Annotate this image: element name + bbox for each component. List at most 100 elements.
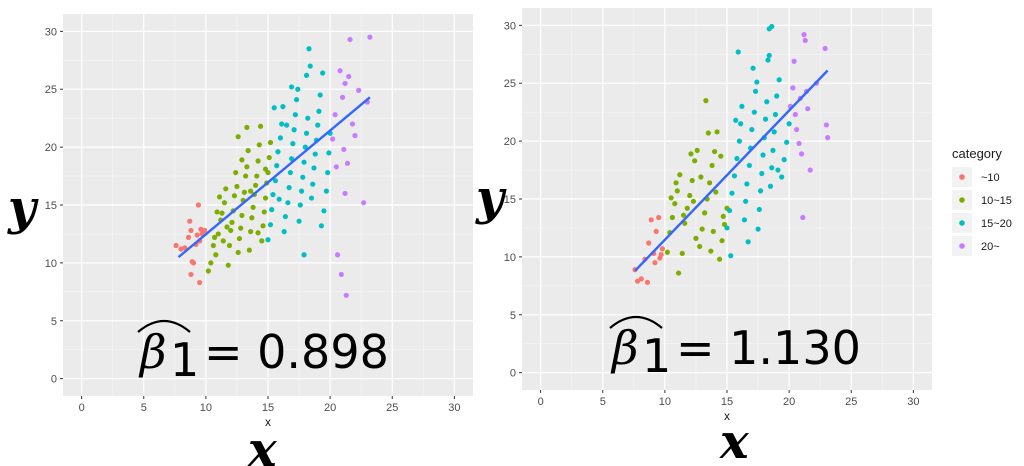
data-point (648, 217, 654, 223)
data-point (326, 150, 332, 156)
data-point (208, 260, 214, 266)
series-15~20 (724, 23, 792, 259)
data-point (292, 112, 298, 118)
slope-annotation: β 1 = 1.130 (609, 315, 861, 383)
data-point (284, 122, 290, 128)
data-point (668, 195, 674, 201)
x-tick-label: 25 (845, 396, 857, 408)
data-point (710, 228, 716, 235)
data-point (330, 136, 336, 142)
x-tick-label: 5 (141, 402, 147, 414)
data-point (302, 144, 308, 150)
data-point (356, 87, 362, 93)
data-point (280, 104, 286, 110)
y-tick-label: 15 (504, 194, 516, 206)
data-point (733, 117, 739, 123)
data-point (771, 129, 777, 135)
series-10~15 (664, 98, 730, 276)
data-point (361, 200, 367, 206)
data-point (317, 92, 323, 98)
data-point (675, 270, 682, 276)
data-point (769, 165, 775, 171)
data-point (239, 157, 245, 163)
data-point (303, 130, 310, 136)
y-tick-label: 25 (45, 84, 57, 96)
data-point (312, 151, 318, 157)
beta-symbol: β (138, 325, 167, 379)
data-point (215, 231, 221, 237)
data-point (205, 268, 211, 274)
data-point (724, 225, 730, 231)
hat-accent (137, 319, 191, 333)
data-point (210, 242, 216, 249)
data-point (776, 77, 782, 83)
data-point (754, 79, 760, 85)
data-point (275, 149, 281, 155)
data-point (325, 169, 331, 176)
data-point (646, 240, 652, 246)
data-point (202, 227, 208, 234)
data-point (226, 242, 233, 249)
legend-key-marker (959, 197, 965, 203)
data-point (250, 204, 256, 210)
data-point (235, 134, 241, 140)
data-point (252, 182, 259, 188)
data-point (341, 146, 347, 153)
data-point (729, 190, 735, 196)
data-point (749, 126, 755, 133)
data-point (246, 247, 252, 253)
legend-item-label: 20~ (981, 241, 1000, 253)
data-point (672, 201, 678, 207)
data-point (234, 183, 240, 190)
data-point (746, 162, 752, 169)
data-point (347, 36, 353, 43)
data-point (792, 111, 798, 118)
data-point (233, 169, 239, 176)
data-point (680, 212, 687, 218)
data-point (638, 276, 644, 282)
y-tick-label: 5 (510, 310, 516, 322)
data-point (738, 121, 744, 127)
data-point (719, 238, 725, 244)
data-point (752, 88, 759, 94)
big-x-label: x (247, 422, 278, 466)
data-point (346, 73, 352, 80)
data-point (716, 256, 723, 262)
slope-value: = 1.130 (676, 321, 861, 375)
data-point (255, 158, 261, 164)
data-point (759, 170, 765, 177)
data-point (185, 234, 192, 241)
data-point (796, 140, 802, 147)
data-point (657, 255, 663, 261)
data-point (790, 85, 796, 91)
data-point (239, 212, 245, 219)
data-point (241, 189, 247, 195)
legend-key-marker (959, 174, 965, 180)
data-point (282, 213, 288, 220)
data-point (267, 222, 274, 228)
data-point (349, 121, 356, 127)
data-point (303, 72, 310, 78)
y-tick-label: 0 (510, 368, 516, 380)
legend-item-label: 10~15 (981, 195, 1012, 207)
data-point (289, 84, 295, 90)
series-10~15 (205, 123, 274, 274)
y-tick-label: 20 (504, 136, 516, 148)
x-tick-label: 20 (324, 402, 336, 414)
data-point (229, 219, 235, 225)
data-point (775, 167, 781, 173)
data-point (255, 230, 261, 236)
data-point (770, 147, 776, 153)
beta-subscript: 1 (642, 329, 671, 383)
data-point (801, 32, 807, 38)
data-point (244, 124, 250, 131)
data-point (343, 292, 349, 298)
data-point (257, 123, 264, 129)
data-point (825, 135, 831, 141)
data-point (653, 228, 659, 235)
data-point (756, 206, 762, 213)
slope-value: = 0.898 (204, 325, 389, 379)
data-point (297, 202, 303, 208)
data-point (765, 57, 771, 63)
data-point (248, 229, 254, 235)
